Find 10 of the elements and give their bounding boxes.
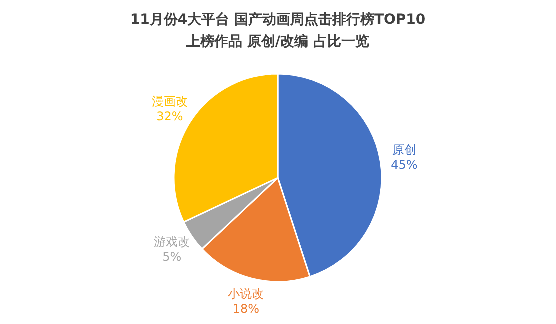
data-label: 5%	[162, 250, 182, 264]
chart-subtitle: 上榜作品 原创/改编 占比一览	[186, 33, 370, 50]
data-label: 32%	[156, 109, 184, 124]
data-label: 45%	[391, 158, 418, 172]
slice-label: 原创	[392, 142, 416, 157]
slice-label: 小说改	[228, 286, 264, 301]
slice-label: 游戏改	[154, 234, 190, 249]
slice-label: 漫画改	[152, 94, 188, 108]
chart-title: 11月份4大平台 国产动画周点击排行榜TOP10	[130, 11, 426, 28]
data-label: 18%	[232, 302, 260, 316]
